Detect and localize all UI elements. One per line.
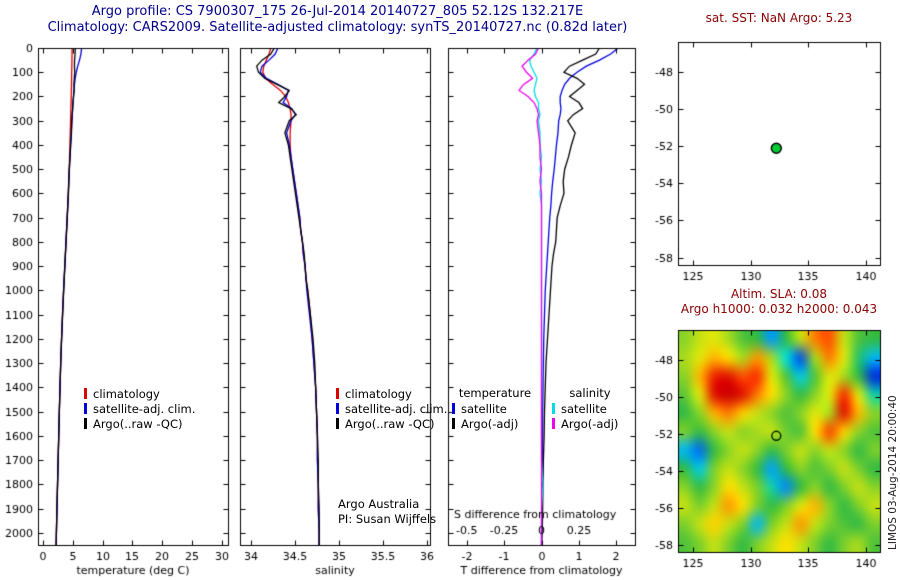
credits-org: Argo Australia xyxy=(338,497,420,511)
argo-raw-line-swatch xyxy=(336,418,339,429)
argo-height-title: Argo h1000: 0.032 h2000: 0.043 xyxy=(680,302,878,316)
diff-legend-salinity-column: salinity satellite Argo(-adj) xyxy=(552,386,628,431)
legend-item-t-satellite: satellite xyxy=(452,401,538,416)
diff-legend-temperature-header: temperature xyxy=(458,386,532,400)
credits-pi: PI: Susan Wijffels xyxy=(338,512,437,526)
legend-label: satellite xyxy=(561,401,607,416)
page-subtitle: Climatology: CARS2009. Satellite-adjuste… xyxy=(47,20,628,35)
legend-item-t-argo-adj: Argo(-adj) xyxy=(452,416,538,431)
diff-legend-temperature-column: temperature satellite Argo(-adj) xyxy=(452,386,538,431)
legend-item-satellite-clim: satellite-adj. clim. xyxy=(336,401,447,416)
legend-label: satellite-adj. clim. xyxy=(93,401,196,416)
credits: Argo Australia PI: Susan Wijffels xyxy=(338,497,436,527)
argo-raw-line-swatch xyxy=(84,418,87,429)
legend-label: Argo(..raw -QC) xyxy=(345,416,435,431)
sst-title: sat. SST: NaN Argo: 5.23 xyxy=(705,11,853,25)
legend-item-argo-raw: Argo(..raw -QC) xyxy=(84,416,195,431)
satellite-clim-line-swatch xyxy=(84,403,87,414)
legend-label: climatology xyxy=(345,386,412,401)
legend-label: Argo(..raw -QC) xyxy=(93,416,183,431)
legend-label: climatology xyxy=(93,386,160,401)
sla-title: Altim. SLA: 0.08 xyxy=(730,287,828,301)
diff-legend-salinity-header: salinity xyxy=(569,386,611,400)
legend-item-climatology: climatology xyxy=(336,386,447,401)
legend-item-climatology: climatology xyxy=(84,386,195,401)
s-argo-adj-line-swatch xyxy=(552,418,555,429)
page-title: Argo profile: CS 7900307_175 26-Jul-2014… xyxy=(91,4,584,19)
satellite-clim-line-swatch xyxy=(336,403,339,414)
legend-label: Argo(-adj) xyxy=(561,416,619,431)
legend-item-s-satellite: satellite xyxy=(552,401,628,416)
t-satellite-line-swatch xyxy=(452,403,455,414)
legend-item-satellite-clim: satellite-adj. clim. xyxy=(84,401,195,416)
t-argo-adj-line-swatch xyxy=(452,418,455,429)
generation-timestamp: LIMOS 03-Aug-2014 20:00:40 xyxy=(887,395,899,550)
legend-item-s-argo-adj: Argo(-adj) xyxy=(552,416,628,431)
salinity-legend: climatology satellite-adj. clim. Argo(..… xyxy=(336,386,447,431)
legend-item-argo-raw: Argo(..raw -QC) xyxy=(336,416,447,431)
legend-label: Argo(-adj) xyxy=(461,416,519,431)
temperature-legend: climatology satellite-adj. clim. Argo(..… xyxy=(84,386,195,431)
s-satellite-line-swatch xyxy=(552,403,555,414)
climatology-line-swatch xyxy=(84,388,87,399)
climatology-line-swatch xyxy=(336,388,339,399)
legend-label: satellite xyxy=(461,401,507,416)
legend-label: satellite-adj. clim. xyxy=(345,401,448,416)
